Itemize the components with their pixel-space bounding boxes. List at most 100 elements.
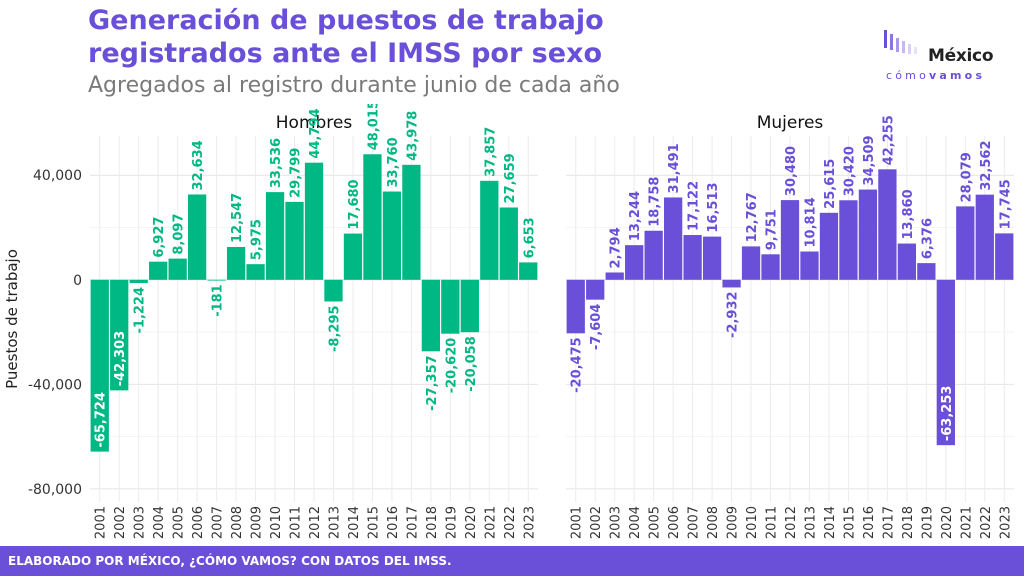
bar-mujeres-2004 (625, 245, 644, 280)
bar-mujeres-2012 (780, 200, 800, 280)
x-tick-label: 2012 (308, 506, 323, 539)
data-label: -20,620 (444, 338, 459, 394)
data-label: -27,357 (425, 355, 440, 411)
data-label: -1,224 (133, 287, 148, 334)
x-tick-label: 2023 (522, 506, 537, 539)
bar-mujeres-2008 (702, 236, 722, 280)
bar-hombres-2006 (187, 194, 207, 280)
bar-hombres-2015 (363, 154, 382, 280)
data-label: 17,680 (347, 179, 362, 229)
data-label: 16,513 (706, 182, 721, 232)
data-label: 37,857 (483, 127, 498, 177)
panel-title: Mujeres (757, 113, 824, 133)
data-label: 48,015 (366, 104, 381, 150)
x-tick-label: 2008 (230, 506, 245, 539)
chart-title: Generación de puestos de trabajo registr… (88, 4, 788, 70)
data-label: 30,480 (784, 146, 799, 196)
data-label: 6,376 (920, 218, 935, 259)
data-label: 25,615 (823, 159, 838, 209)
data-label: 43,978 (405, 111, 420, 161)
title-line-1: Generación de puestos de trabajo (88, 5, 604, 36)
x-tick-label: 2011 (765, 506, 780, 539)
data-label: 9,751 (765, 209, 780, 250)
data-label: 29,799 (289, 148, 304, 198)
y-tick-label: -80,000 (28, 482, 82, 498)
x-tick-label: 2007 (211, 506, 226, 539)
data-label: 10,814 (803, 197, 818, 247)
x-tick-label: 2020 (940, 506, 955, 539)
bar-mujeres-2015 (839, 200, 858, 280)
bar-mujeres-2014 (819, 212, 839, 280)
x-tick-label: 2020 (464, 506, 479, 539)
data-label: -8,295 (327, 305, 342, 352)
logo-tag-light: cómo (886, 69, 930, 82)
x-tick-label: 2003 (609, 506, 624, 539)
x-tick-label: 2005 (648, 506, 663, 539)
x-tick-label: 2019 (920, 506, 935, 539)
data-label: 32,562 (979, 140, 994, 190)
x-tick-label: 2022 (503, 506, 518, 539)
x-tick-label: 2005 (172, 506, 187, 539)
data-label: -2,932 (726, 291, 741, 338)
x-tick-label: 2001 (570, 506, 585, 539)
x-tick-label: 2013 (327, 506, 342, 539)
bar-hombres-2005 (168, 258, 187, 280)
x-tick-label: 2001 (94, 506, 109, 539)
bar-mujeres-2005 (644, 230, 663, 280)
bar-hombres-2020 (460, 279, 479, 333)
bar-hombres-2017 (402, 164, 421, 280)
x-tick-label: 2015 (842, 506, 857, 539)
bar-hombres-2012 (304, 162, 324, 280)
logo-name: México (928, 46, 994, 66)
data-label: 6,927 (152, 217, 167, 258)
bar-hombres-2022 (499, 207, 518, 280)
data-label: 30,420 (842, 146, 857, 196)
data-label: 17,122 (687, 181, 702, 231)
bar-hombres-2018 (421, 279, 441, 352)
bar-mujeres-2010 (741, 246, 761, 280)
data-label: -181 (211, 284, 226, 317)
data-label: 34,509 (862, 135, 877, 185)
data-label: 2,794 (609, 227, 624, 268)
data-label: 42,255 (881, 115, 896, 165)
bar-mujeres-2013 (800, 251, 819, 280)
data-label: -63,253 (940, 386, 955, 442)
y-axis-label: Puestos de trabajo (3, 249, 21, 389)
x-tick-label: 2022 (979, 506, 994, 539)
bar-hombres-2003 (129, 279, 148, 283)
bar-mujeres-2009 (722, 279, 741, 288)
data-label: 33,760 (386, 137, 401, 187)
x-tick-label: 2021 (483, 506, 498, 539)
data-label: 32,634 (191, 140, 206, 190)
x-tick-label: 2006 (191, 506, 206, 539)
x-tick-label: 2009 (250, 506, 265, 539)
x-tick-label: 2011 (289, 506, 304, 539)
data-label: 8,097 (172, 213, 187, 254)
data-label: 27,659 (503, 153, 518, 203)
y-tick-label: 40,000 (33, 168, 82, 184)
x-tick-label: 2013 (803, 506, 818, 539)
data-label: 33,536 (269, 138, 284, 188)
logo-tagline: cómovamos (886, 69, 985, 82)
x-tick-label: 2004 (628, 506, 643, 539)
data-label: 17,745 (998, 179, 1013, 229)
bar-mujeres-2016 (858, 189, 878, 280)
bar-hombres-2021 (480, 180, 499, 280)
x-tick-label: 2019 (444, 506, 459, 539)
x-tick-label: 2010 (745, 506, 760, 539)
bar-hombres-2023 (519, 262, 538, 280)
x-tick-label: 2014 (347, 506, 362, 539)
x-tick-label: 2012 (784, 506, 799, 539)
bar-hombres-2002 (110, 279, 129, 391)
bar-hombres-2010 (265, 192, 285, 280)
data-label: -65,724 (94, 392, 109, 448)
title-line-2: registrados ante el IMSS por sexo (88, 38, 603, 69)
panel-title: Hombres (276, 113, 353, 133)
data-label: 5,975 (250, 219, 265, 260)
x-tick-label: 2018 (901, 506, 916, 539)
x-tick-label: 2009 (726, 506, 741, 539)
x-tick-label: 2010 (269, 506, 284, 539)
bar-mujeres-2003 (605, 272, 624, 280)
x-tick-label: 2023 (998, 506, 1013, 539)
logo-bars-icon (884, 30, 917, 54)
